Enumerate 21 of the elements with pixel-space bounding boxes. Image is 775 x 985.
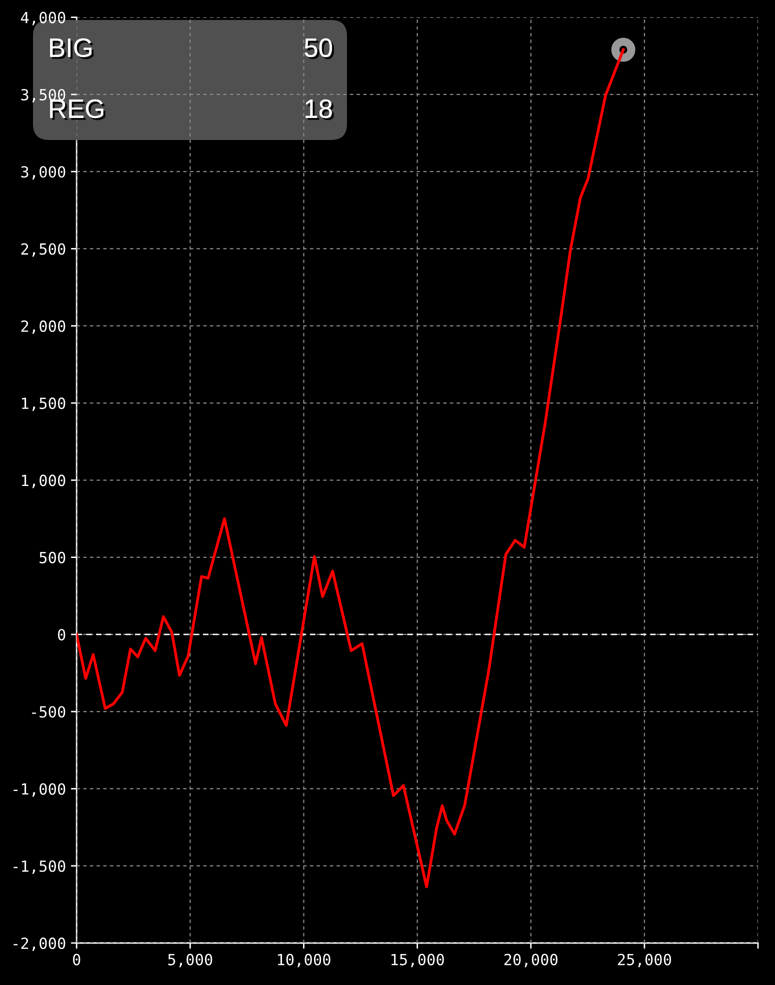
y-tick-label: -2,000 [14, 938, 66, 951]
y-tick-label: 2,500 [21, 243, 66, 257]
y-tick-label: 2,000 [21, 320, 66, 334]
y-tick-label: 3,000 [21, 166, 66, 180]
x-tick-label: 5,000 [168, 954, 212, 968]
y-tick-label: -1,500 [14, 860, 66, 874]
annotation: BIG [50, 38, 94, 60]
x-tick-label: 15,000 [392, 954, 444, 968]
x-tick-label: 10,000 [278, 954, 330, 968]
annotation: 50 [304, 38, 334, 60]
x-tick-label: 25,000 [618, 954, 672, 968]
y-tick-label: 1,500 [22, 398, 66, 411]
y-tick-label: -500 [32, 706, 66, 718]
y-tick-label: 0 [58, 628, 66, 640]
y-tick-label: 500 [40, 552, 66, 564]
y-tick-label: -1,000 [14, 783, 66, 797]
y-tick-label: 4,000 [20, 12, 66, 26]
x-tick-label: 20,000 [504, 954, 558, 968]
y-tick-label: 1,000 [22, 474, 66, 488]
x-tick-label: 0 [72, 954, 80, 966]
annotation: 18 [306, 99, 334, 120]
